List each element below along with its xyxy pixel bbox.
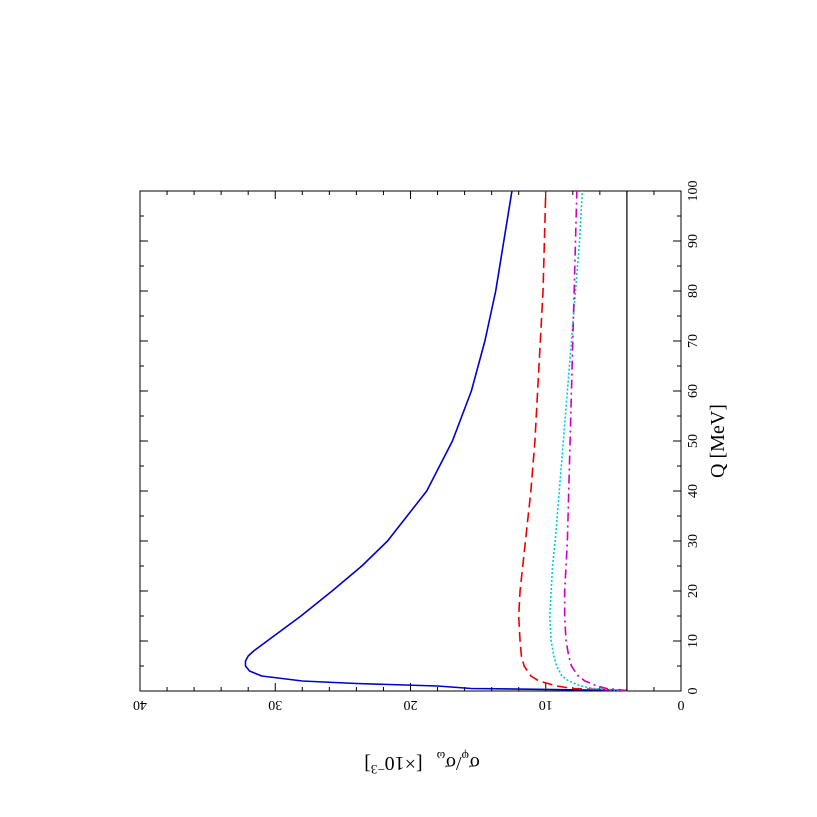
q-tick-label: 100 bbox=[686, 181, 701, 202]
ratio-tick-label: 40 bbox=[133, 697, 147, 712]
ticks-layer bbox=[139, 190, 682, 692]
curve-red-dashed bbox=[517, 190, 627, 692]
ratio-tick-label: 20 bbox=[404, 697, 418, 712]
q-tick-label: 80 bbox=[686, 284, 701, 298]
y-axis-title-close: ] bbox=[364, 752, 371, 774]
curve-cyan-dotted bbox=[549, 190, 627, 692]
y-axis-title: σφ/σω [×10−3] bbox=[364, 749, 480, 777]
q-tick-label: 20 bbox=[686, 584, 701, 598]
q-tick-label: 10 bbox=[686, 634, 701, 648]
tick-labels-layer: 0 10 20 30 40 50 60 70 80 90 100 0 10 20 30 40 bbox=[133, 181, 701, 713]
curve-magenta-dashdot bbox=[563, 190, 627, 692]
q-tick-label: 0 bbox=[686, 688, 701, 695]
q-tick-label: 30 bbox=[686, 534, 701, 548]
x-axis-title: Q [MeV] bbox=[707, 404, 729, 478]
ratio-tick-label: 10 bbox=[539, 697, 553, 712]
y-axis-title-units: [×10 bbox=[385, 752, 423, 774]
q-tick-label: 60 bbox=[686, 384, 701, 398]
ratio-tick-label: 0 bbox=[678, 697, 685, 712]
y-axis-title-sub-phi: φ bbox=[462, 749, 470, 764]
ratio-tick-label: 30 bbox=[268, 697, 282, 712]
y-axis-title-sigma: σ bbox=[469, 752, 480, 774]
curve-blue-solid bbox=[244, 190, 627, 692]
q-tick-label: 90 bbox=[686, 234, 701, 248]
y-axis-title-slash-sigma: /σ bbox=[445, 752, 462, 774]
q-tick-label: 50 bbox=[686, 434, 701, 448]
y-axis-title-sub-omega: ω bbox=[436, 749, 445, 764]
q-tick-label: 40 bbox=[686, 484, 701, 498]
plot-area-frame bbox=[139, 190, 682, 692]
y-axis-title-exponent: −3 bbox=[371, 762, 385, 777]
q-tick-label: 70 bbox=[686, 334, 701, 348]
curves-layer bbox=[244, 190, 628, 692]
